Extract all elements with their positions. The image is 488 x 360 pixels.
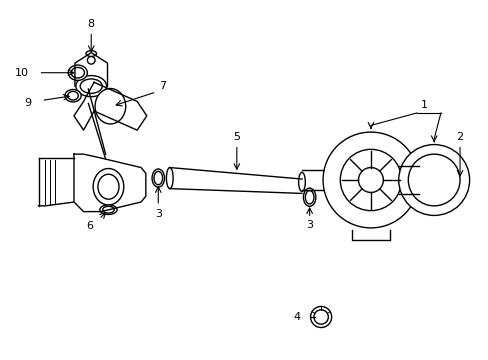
Ellipse shape bbox=[166, 167, 173, 189]
Ellipse shape bbox=[154, 171, 163, 185]
Ellipse shape bbox=[71, 67, 84, 78]
Ellipse shape bbox=[93, 168, 123, 205]
Ellipse shape bbox=[98, 174, 119, 199]
Circle shape bbox=[407, 154, 459, 206]
Ellipse shape bbox=[305, 190, 313, 204]
Text: 8: 8 bbox=[87, 19, 95, 29]
Text: 4: 4 bbox=[293, 312, 300, 322]
Circle shape bbox=[310, 306, 331, 328]
Ellipse shape bbox=[68, 91, 78, 100]
Ellipse shape bbox=[80, 79, 102, 93]
Circle shape bbox=[323, 132, 418, 228]
Ellipse shape bbox=[68, 65, 87, 80]
Ellipse shape bbox=[303, 188, 315, 206]
Ellipse shape bbox=[76, 76, 106, 96]
Text: 2: 2 bbox=[455, 132, 463, 142]
Circle shape bbox=[398, 145, 468, 215]
Ellipse shape bbox=[298, 172, 305, 192]
Circle shape bbox=[87, 57, 95, 64]
Circle shape bbox=[358, 167, 383, 193]
Text: 3: 3 bbox=[305, 220, 312, 230]
Text: 7: 7 bbox=[159, 81, 166, 91]
Text: 1: 1 bbox=[420, 100, 427, 110]
Text: 6: 6 bbox=[85, 221, 93, 231]
Text: 10: 10 bbox=[15, 68, 29, 78]
Circle shape bbox=[340, 149, 401, 211]
Ellipse shape bbox=[86, 51, 96, 57]
Ellipse shape bbox=[102, 206, 114, 213]
Text: 9: 9 bbox=[24, 98, 32, 108]
Ellipse shape bbox=[100, 205, 117, 215]
Ellipse shape bbox=[65, 90, 81, 102]
Text: 3: 3 bbox=[155, 208, 162, 219]
Circle shape bbox=[313, 310, 327, 324]
Text: 5: 5 bbox=[233, 132, 240, 142]
Ellipse shape bbox=[95, 89, 125, 124]
Ellipse shape bbox=[152, 169, 164, 187]
